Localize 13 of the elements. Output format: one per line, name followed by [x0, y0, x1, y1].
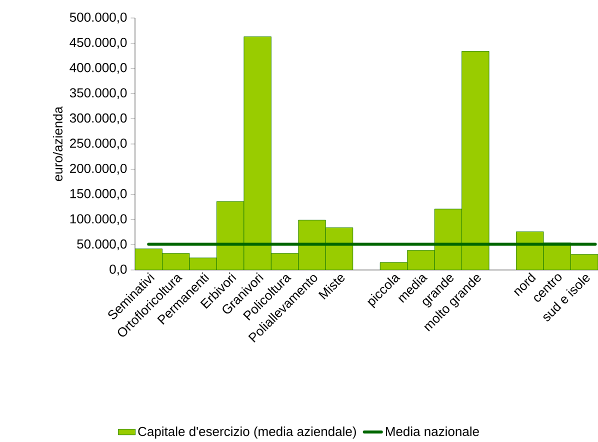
y-tick-label: 500.000,0 — [70, 12, 127, 24]
legend-label: Media nazionale — [386, 426, 479, 436]
y-tick-label: 300.000,0 — [70, 113, 127, 124]
y-tick-label: 150.000,0 — [70, 189, 127, 200]
y-tick-label: 100.000,0 — [70, 214, 127, 225]
y-tick-label: 50.000,0 — [77, 239, 127, 250]
y-tick-label: 450.000,0 — [70, 38, 127, 49]
y-tick-label: 350.000,0 — [70, 88, 127, 99]
y-tick-label: 200.000,0 — [70, 164, 127, 175]
legend-label: Capitale d'esercizio (media aziendale) — [138, 426, 356, 439]
y-axis-title: euro/azienda — [52, 106, 63, 182]
y-tick-label: 400.000,0 — [70, 63, 127, 74]
y-tick-label: 250.000,0 — [70, 138, 127, 150]
